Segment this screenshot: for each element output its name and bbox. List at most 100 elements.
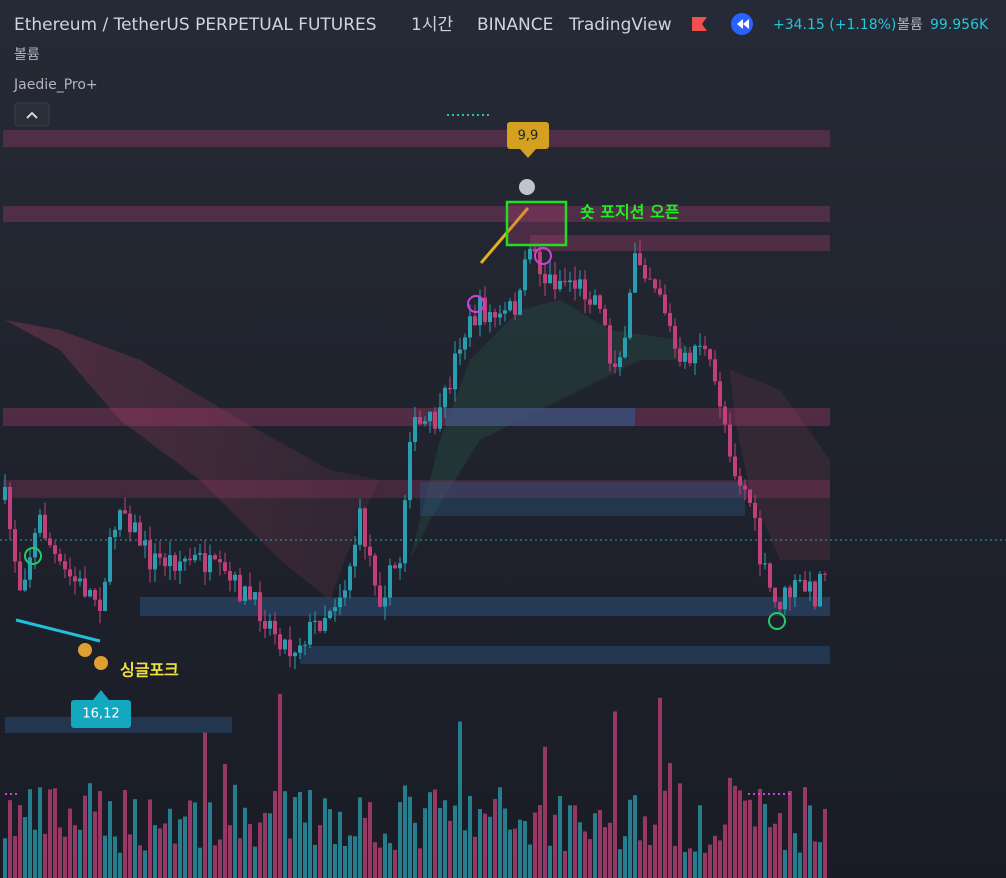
- volume-bar: [163, 823, 167, 878]
- candle-body: [178, 561, 182, 571]
- candle-body: [683, 352, 687, 362]
- collapse-button[interactable]: [14, 102, 50, 127]
- candle-body: [258, 592, 262, 622]
- volume-bar: [3, 838, 7, 878]
- candle-body: [603, 308, 607, 326]
- volume-bar: [523, 820, 527, 878]
- candle-body: [83, 578, 87, 597]
- volume-bar: [718, 840, 722, 878]
- volume-label: 볼륨: [897, 17, 923, 33]
- candle-body: [158, 553, 162, 558]
- candle-body: [713, 359, 717, 382]
- candle-body: [353, 544, 357, 567]
- candle-body: [18, 561, 22, 591]
- resistance-zone: [3, 130, 830, 147]
- candle-body: [518, 290, 522, 315]
- candle-body: [273, 620, 277, 635]
- volume-bar: [743, 800, 747, 878]
- candle-body: [168, 555, 172, 567]
- candle-body: [243, 586, 247, 602]
- volume-bar: [483, 813, 487, 878]
- support-zone: [445, 408, 635, 426]
- candle-body: [78, 578, 82, 582]
- candle-body: [263, 621, 267, 629]
- candle-body: [788, 587, 792, 598]
- single-fork-text: 싱글포크: [120, 661, 179, 680]
- replay-icon: [737, 19, 743, 29]
- volume-bar: [488, 816, 492, 878]
- volume-bar: [588, 839, 592, 878]
- candle-body: [323, 618, 327, 631]
- volume-bar: [143, 850, 147, 878]
- volume-bar: [558, 796, 562, 878]
- volume-bar: [368, 802, 372, 878]
- support-zone: [300, 646, 830, 664]
- signal-circle: [768, 612, 786, 630]
- volume-bar: [578, 822, 582, 878]
- candle-body: [198, 553, 202, 555]
- volume-bar: [28, 789, 32, 878]
- volume-bar: [98, 791, 102, 878]
- label-pointer: [520, 149, 536, 158]
- volume-bar: [603, 827, 607, 878]
- candle-body: [608, 325, 612, 364]
- flag-icon[interactable]: [692, 17, 707, 31]
- volume-bar: [288, 838, 292, 878]
- candle-body: [503, 310, 507, 314]
- volume-bar: [233, 784, 237, 878]
- volume-bar: [568, 805, 572, 878]
- volume-bar: [408, 796, 412, 878]
- volume-bar: [343, 845, 347, 878]
- volume-bar: [103, 835, 107, 878]
- volume-bar: [293, 796, 297, 878]
- cloud: [5, 320, 380, 600]
- candle-body: [143, 540, 147, 546]
- indicator-script[interactable]: Jaedie_Pro+: [13, 77, 98, 93]
- volume-bar: [498, 787, 502, 878]
- candle-body: [368, 546, 372, 556]
- candle-body: [763, 563, 767, 565]
- volume-bar: [678, 783, 682, 878]
- candle-body: [163, 557, 167, 567]
- candle-body: [213, 555, 217, 560]
- candle-body: [673, 325, 677, 349]
- candle-body: [433, 411, 437, 429]
- candle-body: [358, 508, 362, 545]
- candle-body: [98, 599, 102, 611]
- candle-body: [173, 555, 177, 571]
- volume-bar: [153, 825, 157, 878]
- candle-body: [33, 532, 37, 558]
- volume-bar: [788, 790, 792, 878]
- candle-body: [508, 301, 512, 311]
- candle-body: [688, 352, 692, 364]
- candle-body: [823, 573, 827, 575]
- candle-body: [733, 456, 737, 477]
- candle-body: [53, 545, 57, 555]
- candle-body: [753, 502, 757, 518]
- volume-bar: [818, 842, 822, 878]
- collapse-icon: [26, 111, 38, 119]
- interval[interactable]: 1시간: [411, 15, 453, 35]
- candle-body: [698, 345, 702, 347]
- candle-body: [583, 279, 587, 300]
- candle-body: [58, 554, 62, 562]
- candle-body: [313, 620, 317, 622]
- resistance-zone: [3, 206, 830, 222]
- volume-bar: [218, 839, 222, 878]
- candle-body: [233, 574, 237, 581]
- candle-body: [223, 562, 227, 572]
- volume-bar: [423, 808, 427, 878]
- volume-bar: [363, 817, 367, 878]
- volume-bar: [123, 789, 127, 878]
- volume-bar: [63, 836, 67, 878]
- candle-body: [108, 537, 112, 582]
- indicator-volume[interactable]: 볼륨: [14, 47, 40, 63]
- short-box: [505, 200, 568, 247]
- volume-bar: [278, 693, 282, 878]
- volume-bar: [338, 811, 342, 878]
- volume-bar: [633, 795, 637, 878]
- candle-body: [3, 487, 7, 500]
- volume-bar: [228, 825, 232, 878]
- volume-bar: [533, 812, 537, 878]
- candle-body: [658, 288, 662, 295]
